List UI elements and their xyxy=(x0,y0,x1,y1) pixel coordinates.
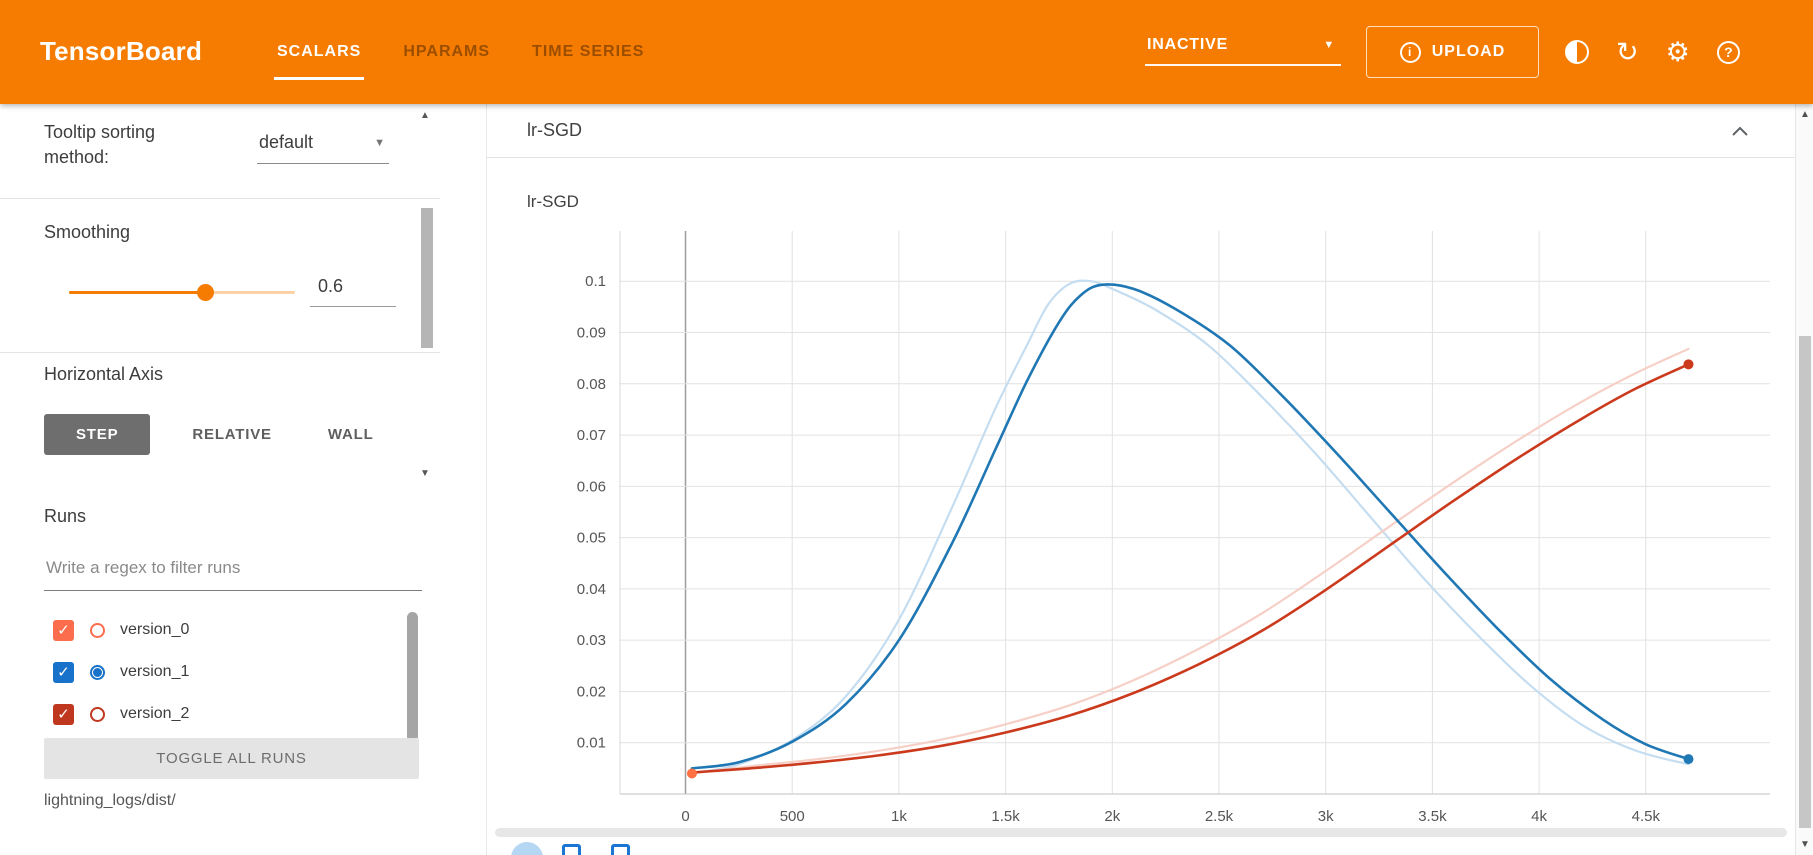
settings-pane-scrollbar[interactable]: ▲ ▼ xyxy=(416,104,436,486)
settings-sidebar: Tooltip sorting method: default ▼ Smooth… xyxy=(0,104,440,855)
divider xyxy=(0,198,440,199)
svg-text:1.5k: 1.5k xyxy=(991,808,1020,825)
horizontal-axis-options: STEP RELATIVE WALL xyxy=(44,414,402,455)
run-label: version_0 xyxy=(120,621,190,638)
run-radio[interactable] xyxy=(90,664,105,680)
run-radio[interactable] xyxy=(90,622,105,638)
svg-text:3k: 3k xyxy=(1318,808,1334,825)
run-row-version_1[interactable]: ✓ version_1 xyxy=(0,651,405,693)
horizontal-scrollbar[interactable] xyxy=(495,828,1787,837)
tooltip-sorting-value: default xyxy=(259,132,314,152)
tooltip-sorting-label: Tooltip sorting method: xyxy=(44,122,156,167)
scroll-up-icon[interactable]: ▲ xyxy=(420,110,430,121)
smoothing-slider-fill xyxy=(69,291,205,294)
dropdown-caret-icon: ▼ xyxy=(1323,39,1335,51)
tab-time-series[interactable]: TIME SERIES xyxy=(532,43,645,60)
chart-action-icon[interactable] xyxy=(611,844,630,855)
smoothing-value-field[interactable]: 0.6 xyxy=(310,276,396,307)
app-title: TensorBoard xyxy=(40,36,203,66)
chart-action-icon[interactable] xyxy=(562,844,581,855)
runs-list: ✓ version_0 ✓ version_1 ✓ version_2 xyxy=(0,609,405,735)
svg-text:0.04: 0.04 xyxy=(577,581,606,598)
svg-text:2.5k: 2.5k xyxy=(1205,808,1234,825)
axis-option-relative[interactable]: RELATIVE xyxy=(192,426,272,443)
page-scrollbar[interactable]: ▲ ▼ xyxy=(1795,104,1813,855)
runs-scrollbar-thumb[interactable] xyxy=(407,612,418,742)
header-tabs: SCALARS HPARAMS TIME SERIES xyxy=(274,0,647,80)
help-icon[interactable]: ? xyxy=(1716,40,1740,64)
svg-text:1k: 1k xyxy=(891,808,907,825)
svg-text:0.1: 0.1 xyxy=(585,273,606,290)
smoothing-label: Smoothing xyxy=(44,222,131,242)
header-icon-group: ↻ ⚙ ? xyxy=(1565,34,1740,70)
smoothing-slider-knob[interactable] xyxy=(196,284,214,301)
upload-label: UPLOAD xyxy=(1431,43,1506,60)
run-label: version_2 xyxy=(120,705,190,722)
run-row-version_2[interactable]: ✓ version_2 xyxy=(0,693,405,735)
horizontal-axis-label: Horizontal Axis xyxy=(44,364,164,384)
dropdown-caret-icon: ▼ xyxy=(374,136,385,149)
scroll-down-icon[interactable]: ▼ xyxy=(1800,839,1810,850)
runs-filter-input[interactable] xyxy=(44,552,422,591)
log-directory-label: lightning_logs/dist/ xyxy=(44,792,176,809)
run-checkbox[interactable]: ✓ xyxy=(53,661,74,683)
svg-text:0.01: 0.01 xyxy=(577,735,606,752)
tag-section-title: lr-SGD xyxy=(527,120,582,140)
scrollbar-thumb[interactable] xyxy=(421,208,433,348)
axis-option-step[interactable]: STEP xyxy=(44,414,151,455)
status-dropdown[interactable]: INACTIVE ▼ xyxy=(1145,36,1341,66)
run-checkbox[interactable]: ✓ xyxy=(53,703,74,725)
axis-option-wall[interactable]: WALL xyxy=(327,426,374,443)
svg-text:4k: 4k xyxy=(1531,808,1547,825)
settings-icon[interactable]: ⚙ xyxy=(1665,36,1690,67)
scroll-up-icon[interactable]: ▲ xyxy=(1800,109,1810,120)
svg-text:0.09: 0.09 xyxy=(577,325,606,342)
theme-icon[interactable] xyxy=(1565,40,1589,64)
svg-text:500: 500 xyxy=(780,808,805,825)
svg-text:0.05: 0.05 xyxy=(577,530,606,547)
scrollbar-thumb[interactable] xyxy=(1799,336,1811,828)
info-icon: i xyxy=(1399,41,1421,63)
run-checkbox[interactable]: ✓ xyxy=(53,619,74,641)
scroll-down-icon[interactable]: ▼ xyxy=(420,468,430,479)
scalar-chart[interactable]: 0 500 1k 1.5k 2k 2.5k 3k 3.5k 4k 4.5k 0.01 0.02 0.03… xyxy=(487,219,1795,847)
svg-text:0.03: 0.03 xyxy=(577,632,606,649)
svg-text:2k: 2k xyxy=(1104,808,1120,825)
tab-hparams[interactable]: HPARAMS xyxy=(403,43,491,60)
svg-text:0: 0 xyxy=(681,808,689,825)
chart-title: lr-SGD xyxy=(527,192,579,211)
run-radio[interactable] xyxy=(90,706,105,722)
collapse-chevron-icon[interactable] xyxy=(1731,124,1749,142)
tag-section-header[interactable]: lr-SGD xyxy=(487,104,1795,158)
svg-text:4.5k: 4.5k xyxy=(1632,808,1661,825)
svg-text:3.5k: 3.5k xyxy=(1418,808,1447,825)
run-label: version_1 xyxy=(120,663,190,680)
run-row-version_0[interactable]: ✓ version_0 xyxy=(0,609,405,651)
svg-text:0.08: 0.08 xyxy=(577,376,606,393)
main-content: lr-SGD lr-SGD 0 500 1k 1.5k 2k 2.5k 3k 3.5k 4k 4.… xyxy=(486,104,1795,855)
tooltip-sorting-dropdown[interactable]: default ▼ xyxy=(257,132,389,164)
svg-text:0.06: 0.06 xyxy=(577,478,606,495)
toggle-all-runs-button[interactable]: TOGGLE ALL RUNS xyxy=(44,738,419,779)
smoothing-slider[interactable] xyxy=(69,284,295,301)
radio-dot xyxy=(93,667,102,677)
app-header: TensorBoard SCALARS HPARAMS TIME SERIES IN… xyxy=(0,0,1813,104)
run-selector-icon[interactable] xyxy=(511,842,543,855)
upload-button[interactable]: i UPLOAD xyxy=(1366,26,1539,78)
refresh-icon[interactable]: ↻ xyxy=(1616,36,1639,67)
runs-title: Runs xyxy=(44,506,87,526)
svg-text:0.02: 0.02 xyxy=(577,683,606,700)
svg-text:0.07: 0.07 xyxy=(577,427,606,444)
tab-scalars[interactable]: SCALARS xyxy=(274,43,365,80)
divider xyxy=(0,352,440,353)
status-label: INACTIVE xyxy=(1147,36,1229,53)
